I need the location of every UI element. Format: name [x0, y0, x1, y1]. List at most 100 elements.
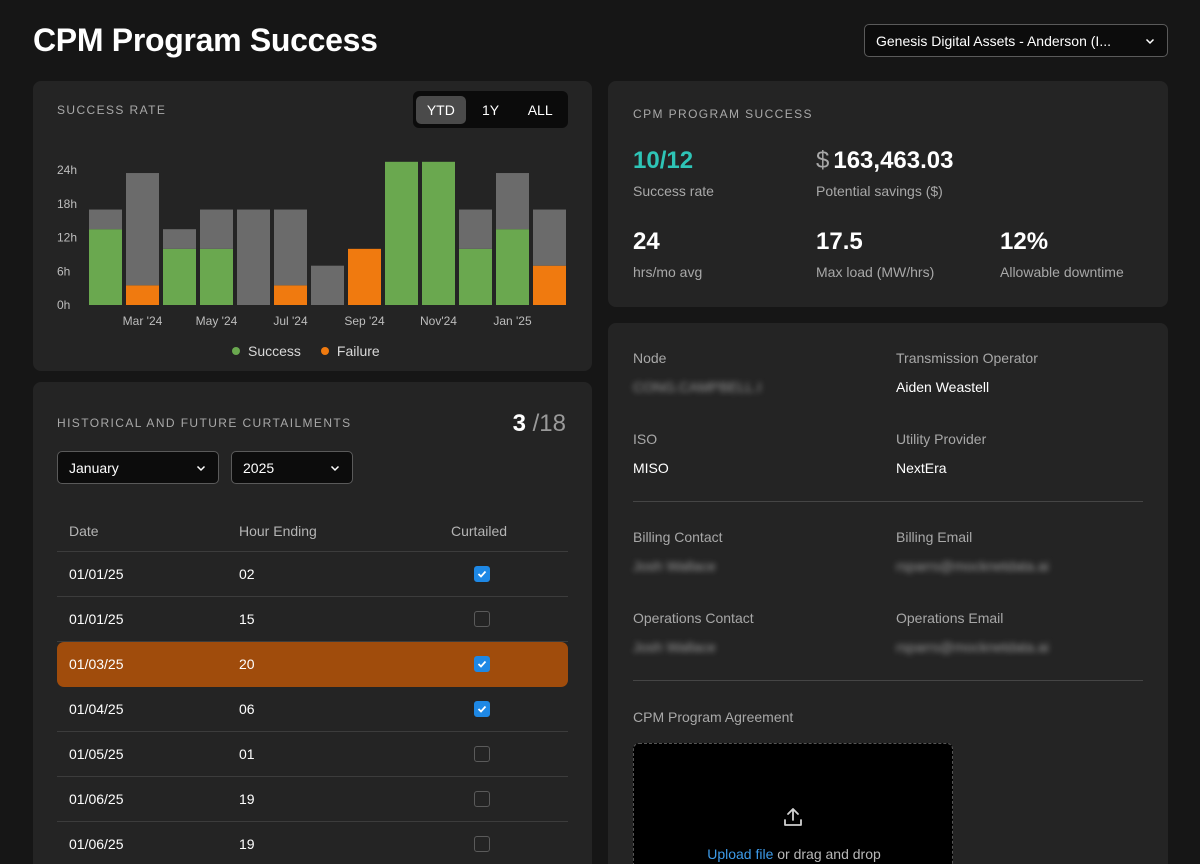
- table-row[interactable]: 01/06/25 19: [57, 777, 568, 822]
- table-row[interactable]: 01/05/25 01: [57, 732, 568, 777]
- legend-failure-label: Failure: [336, 343, 380, 359]
- page-title: CPM Program Success: [33, 22, 378, 58]
- bar-segment-success[interactable]: [496, 229, 529, 305]
- month-select[interactable]: January: [57, 451, 219, 484]
- bar-segment-failure[interactable]: [533, 265, 566, 305]
- table-row[interactable]: 01/03/25 20: [57, 642, 568, 687]
- column-hour-ending[interactable]: Hour Ending: [239, 523, 317, 539]
- chart-legend: Success Failure: [232, 343, 380, 359]
- bar-segment-remaining[interactable]: [200, 209, 233, 249]
- bar-segment-success[interactable]: [163, 248, 196, 305]
- row-hour-ending: 15: [239, 611, 255, 627]
- bar-segment-success[interactable]: [422, 161, 455, 305]
- column-date[interactable]: Date: [69, 523, 99, 539]
- stat-savings: $163,463.03 Potential savings ($): [816, 147, 953, 199]
- bar-segment-failure[interactable]: [348, 248, 381, 305]
- upload-icon: [784, 808, 802, 826]
- bar-segment-remaining[interactable]: [126, 173, 159, 286]
- row-hour-ending: 01: [239, 746, 255, 762]
- bar-segment-success[interactable]: [200, 248, 233, 305]
- row-hour-ending: 19: [239, 836, 255, 852]
- site-select-value: Genesis Digital Assets - Anderson (I...: [876, 32, 1111, 49]
- row-date: 01/01/25: [69, 611, 124, 627]
- range-all-button[interactable]: ALL: [527, 101, 553, 118]
- bar-segment-remaining[interactable]: [533, 209, 566, 266]
- curtailed-checkbox[interactable]: [474, 656, 490, 672]
- y-tick-label: 6h: [57, 264, 70, 278]
- bar-segment-failure[interactable]: [274, 285, 307, 305]
- success-rate-value: 10/12: [633, 147, 694, 174]
- curtailment-count-value: 3: [512, 410, 526, 437]
- upload-file-link[interactable]: Upload file: [707, 846, 774, 862]
- success-rate-heading: SUCCESS RATE: [57, 103, 167, 117]
- curtailment-count-total: /18: [532, 410, 566, 437]
- table-header: Date Hour Ending Curtailed: [57, 512, 568, 552]
- curtailed-checkbox[interactable]: [474, 836, 490, 852]
- stat-max-load: 17.5 Max load (MW/hrs): [816, 228, 934, 280]
- billing-contact-value: Josh Wallace: [633, 558, 716, 574]
- x-tick-label: Sep '24: [344, 314, 385, 328]
- operations-email-value: rsparrs@mocknetdata.ai: [896, 639, 1049, 655]
- transmission-operator-field: Transmission Operator Aiden Weastell: [896, 350, 1038, 395]
- billing-contact-field: Billing Contact Josh Wallace: [633, 529, 723, 574]
- stats-heading: CPM PROGRAM SUCCESS: [633, 107, 813, 121]
- bar-segment-remaining[interactable]: [237, 209, 270, 305]
- max-load-value: 17.5: [816, 228, 863, 255]
- bar-segment-remaining[interactable]: [274, 209, 307, 286]
- column-curtailed[interactable]: Curtailed: [451, 523, 508, 539]
- max-load-label: Max load (MW/hrs): [816, 264, 935, 280]
- year-select-value: 2025: [243, 459, 275, 476]
- success-rate-label: Success rate: [633, 183, 714, 199]
- year-select[interactable]: 2025: [231, 451, 353, 484]
- curtailed-checkbox[interactable]: [474, 701, 490, 717]
- bar-segment-remaining[interactable]: [89, 209, 122, 230]
- range-ytd-button[interactable]: YTD: [416, 95, 466, 124]
- month-select-value: January: [69, 459, 119, 476]
- operations-contact-value: Josh Wallace: [633, 639, 716, 655]
- bar-segment-remaining[interactable]: [496, 173, 529, 230]
- divider: [633, 501, 1143, 502]
- range-1y-button[interactable]: 1Y: [481, 101, 500, 118]
- row-date: 01/01/25: [69, 566, 124, 582]
- y-tick-label: 18h: [57, 197, 77, 211]
- y-tick-label: 24h: [57, 163, 77, 177]
- billing-email-field: Billing Email rsparrs@mocknetdata.ai: [896, 529, 1049, 574]
- curtailed-checkbox[interactable]: [474, 566, 490, 582]
- row-date: 01/05/25: [69, 746, 124, 762]
- legend-success-label: Success: [248, 343, 301, 359]
- success-rate-chart: 24h 18h 12h 6h 0h Mar '24 May '24 Jul '24 Sep '2…: [57, 161, 566, 328]
- bar-segment-remaining[interactable]: [163, 229, 196, 249]
- row-hour-ending: 02: [239, 566, 255, 582]
- upload-dropzone[interactable]: Upload file or drag and drop: [633, 743, 953, 864]
- node-label: Node: [633, 350, 667, 366]
- utility-provider-value: NextEra: [896, 460, 947, 476]
- bar-segment-failure[interactable]: [126, 285, 159, 305]
- bar-segment-success[interactable]: [89, 229, 122, 305]
- x-tick-label: Nov'24: [420, 314, 457, 328]
- chevron-down-icon: [196, 465, 206, 471]
- billing-email-label: Billing Email: [896, 529, 973, 545]
- node-field: Node CONG.CAMPBELL.I: [633, 350, 761, 395]
- legend-failure: Failure: [320, 343, 380, 359]
- stat-success-rate: 10/12 Success rate: [633, 147, 714, 199]
- curtailed-checkbox[interactable]: [474, 611, 490, 627]
- table-row[interactable]: 01/01/25 02: [57, 552, 568, 597]
- bar-segment-success[interactable]: [385, 161, 418, 305]
- table-row[interactable]: 01/01/25 15: [57, 597, 568, 642]
- bar-segment-remaining[interactable]: [311, 265, 344, 305]
- table-row[interactable]: 01/04/25 06: [57, 687, 568, 732]
- curtailed-checkbox[interactable]: [474, 746, 490, 762]
- iso-field: ISO MISO: [633, 431, 669, 476]
- cpm-program-success-card: CPM PROGRAM SUCCESS 10/12 Success rate $…: [608, 81, 1168, 307]
- curtailed-checkbox[interactable]: [474, 791, 490, 807]
- operations-email-field: Operations Email rsparrs@mocknetdata.ai: [896, 610, 1049, 655]
- bar-segment-success[interactable]: [459, 248, 492, 305]
- bar-segment-remaining[interactable]: [459, 209, 492, 249]
- table-row[interactable]: 01/06/25 19: [57, 822, 568, 864]
- curtailments-heading: HISTORICAL AND FUTURE CURTAILMENTS: [57, 416, 352, 430]
- site-select-dropdown[interactable]: Genesis Digital Assets - Anderson (I...: [864, 24, 1168, 57]
- iso-value: MISO: [633, 460, 669, 476]
- check-icon: [477, 570, 487, 578]
- operations-email-label: Operations Email: [896, 610, 1004, 626]
- check-icon: [477, 660, 487, 668]
